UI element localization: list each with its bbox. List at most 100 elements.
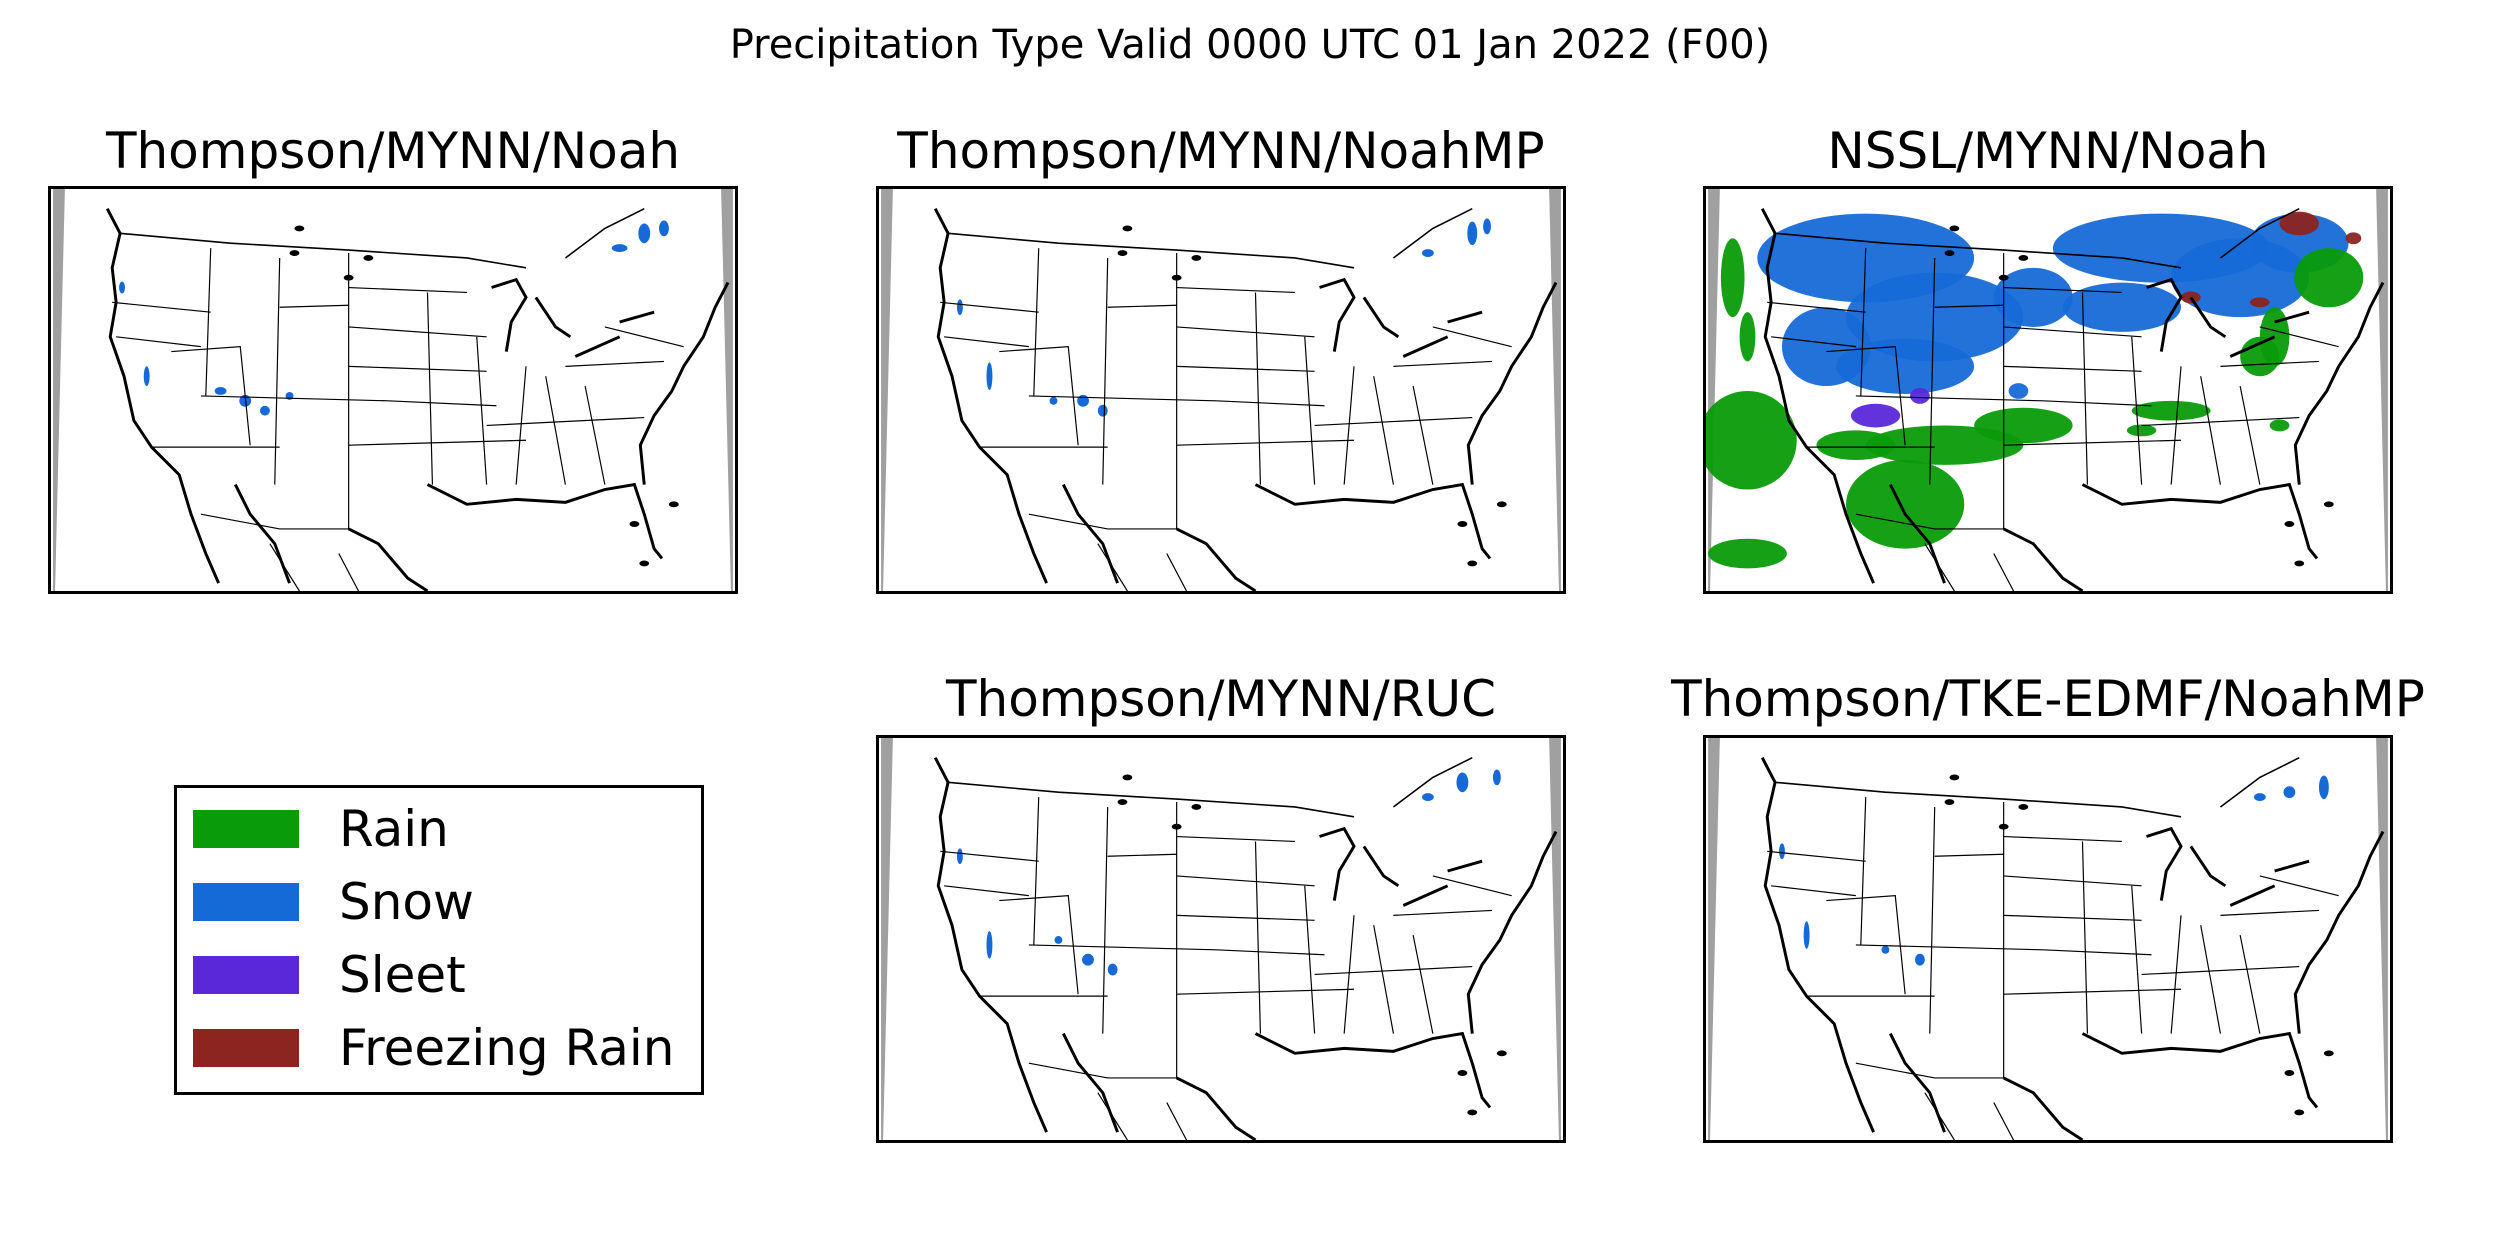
state-border [999, 346, 1079, 446]
state-border [2141, 965, 2300, 976]
mexico-border [1855, 513, 2004, 530]
precip-area-snow [659, 220, 669, 237]
state-border [1107, 853, 1177, 857]
legend-item-freezing-rain: Freezing Rain [193, 1023, 674, 1073]
state-border [1412, 934, 1434, 1034]
state-border [515, 366, 527, 485]
state-border [1028, 944, 1217, 951]
state-border [1771, 336, 1856, 348]
map-panel-2 [876, 186, 1566, 594]
lake-mark [1998, 274, 2009, 281]
lake-mark [1171, 823, 1182, 830]
state-border [584, 385, 606, 485]
precip-area-snow [1049, 396, 1058, 405]
precip-area [2249, 297, 2270, 308]
precip-area [2345, 232, 2362, 245]
state-border [1855, 395, 2044, 402]
mexico-border [1166, 553, 1188, 591]
state-border [1216, 949, 1325, 956]
mexico-border [1855, 1062, 2004, 1079]
map-panel-1 [48, 186, 738, 594]
lake-mark [1117, 799, 1128, 805]
west-coastline [933, 208, 1119, 584]
precip-area-snow [2283, 786, 2296, 799]
precip-area-snow [986, 931, 993, 959]
state-border [545, 376, 567, 485]
precip-area-snow [1779, 843, 1785, 860]
projection-edge-right [1549, 189, 1561, 591]
state-border [426, 292, 434, 485]
precip-area [2269, 419, 2290, 432]
state-border [2170, 915, 2182, 1034]
state-border [205, 248, 212, 396]
projection-edge-left [881, 189, 893, 591]
precip-area [2062, 282, 2182, 332]
lake-mark [668, 501, 679, 508]
west-coastline [1760, 757, 1946, 1133]
precip-area [2279, 211, 2319, 236]
precip-area-snow [1097, 404, 1108, 417]
precip-area-snow [1054, 936, 1063, 944]
precip-area-snow [214, 387, 227, 395]
projection-edge-right [1549, 738, 1561, 1140]
state-border [1102, 257, 1109, 485]
precip-area-snow [143, 366, 150, 387]
state-border [1929, 806, 1936, 1034]
lake-mark [1122, 774, 1133, 781]
legend-swatch-rain [193, 810, 299, 848]
great-lakes [491, 277, 655, 358]
precip-area-snow [986, 362, 993, 390]
projection-edge-left [1708, 738, 1720, 1140]
precip-area-snow [638, 223, 651, 244]
precip-area [1706, 391, 1797, 490]
projection-edge-right [721, 189, 733, 591]
state-border [2141, 416, 2300, 427]
state-border [486, 416, 645, 427]
state-border [1176, 914, 1315, 921]
state-border [1860, 248, 1867, 396]
map-panel-4 [876, 735, 1566, 1143]
precip-area-snow [956, 299, 963, 316]
precip-area-snow [119, 281, 125, 294]
panel-title-1: Thompson/MYNN/Noah [105, 122, 681, 180]
state-border [1393, 909, 1492, 916]
precip-area-snow [956, 848, 963, 865]
canada-border [948, 208, 1473, 269]
state-border [2003, 365, 2142, 372]
state-border [1314, 965, 1473, 976]
us-map-4 [881, 738, 1561, 1140]
state-border [565, 360, 664, 367]
state-border [2003, 439, 2182, 446]
state-border [274, 257, 281, 485]
state-border [1033, 248, 1040, 396]
lake-mark [1191, 255, 1202, 261]
precip-area [1739, 312, 1756, 362]
mexico-border [1993, 1102, 2015, 1140]
map-panel-5 [1703, 735, 2393, 1143]
panel-title-5: Thompson/TKE-EDMF/NoahMP [1671, 670, 2425, 728]
east-coastline [2293, 830, 2385, 1034]
gulf-coastline [1176, 482, 1492, 591]
precip-area-snow [1492, 769, 1501, 786]
state-border [999, 895, 1079, 995]
state-border [1176, 875, 1315, 887]
state-border [1102, 806, 1109, 1034]
state-border [1176, 286, 1295, 294]
precip-area-snow [611, 244, 628, 253]
great-lakes [2146, 826, 2310, 907]
state-border [2003, 875, 2142, 887]
state-border [2239, 934, 2261, 1034]
state-border [1176, 365, 1315, 372]
lake-mark [1944, 799, 1955, 805]
great-lakes [2146, 277, 2310, 358]
great-lakes [1319, 826, 1483, 907]
lake-mark [343, 274, 354, 281]
legend-item-sleet: Sleet [193, 950, 466, 1000]
state-border [2170, 366, 2182, 485]
state-border [940, 301, 1039, 313]
state-border [1373, 376, 1395, 485]
precip-area [1993, 267, 2073, 327]
state-border [1934, 853, 2004, 857]
projection-edge-right [2376, 738, 2388, 1140]
mexico-border [200, 513, 349, 530]
